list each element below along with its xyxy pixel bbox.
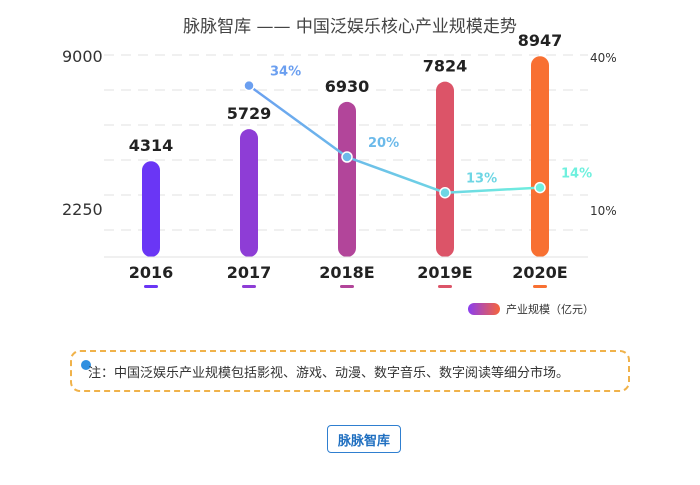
growth-line-layer: 34% 20% 13% 14% — [243, 65, 592, 199]
growth-point — [243, 79, 255, 92]
growth-label: 14% — [561, 167, 592, 182]
note-text: 注：中国泛娱乐产业规模包括影视、游戏、动漫、数字音乐、数字阅读等细分市场。 — [88, 366, 570, 381]
bar-value-label: 7824 — [423, 57, 468, 76]
growth-label: 20% — [368, 136, 399, 151]
x-axis-labels: 2016 2017 2018E 2019E 2020E — [129, 263, 568, 288]
y-right-tick-label: 10% — [590, 204, 617, 218]
y-left-tick-label: 9000 — [62, 47, 103, 66]
x-tick-label: 2018E — [319, 263, 374, 282]
growth-point — [341, 151, 353, 163]
x-tick-label: 2017 — [227, 263, 272, 282]
x-tick-mark — [242, 285, 256, 288]
note-box: 注：中国泛娱乐产业规模包括影视、游戏、动漫、数字音乐、数字阅读等细分市场。 — [70, 350, 630, 392]
bar — [240, 129, 258, 257]
bar-value-label: 8947 — [518, 31, 563, 50]
growth-point — [439, 186, 451, 199]
bar-value-label: 6930 — [325, 77, 370, 96]
bullet-dot-icon — [81, 360, 91, 370]
legend-swatch — [468, 303, 500, 315]
bars: 4314 5729 6930 7824 8947 — [129, 31, 563, 258]
x-tick-label: 2019E — [417, 263, 472, 282]
y-right-tick-label: 40% — [590, 51, 617, 65]
bar-value-label: 5729 — [227, 104, 272, 123]
bar — [531, 56, 549, 258]
y-left-tick-label: 2250 — [62, 200, 103, 219]
growth-label: 34% — [270, 65, 301, 80]
bar-value-label: 4314 — [129, 136, 174, 155]
x-tick-label: 2020E — [512, 263, 567, 282]
x-tick-mark — [340, 285, 354, 288]
bar — [436, 81, 454, 257]
bar — [142, 161, 160, 257]
bar — [338, 101, 356, 257]
x-tick-mark — [533, 285, 547, 288]
chart-title: 脉脉智库 —— 中国泛娱乐核心产业规模走势 — [183, 17, 517, 37]
x-tick-mark — [438, 285, 452, 288]
growth-line — [248, 84, 541, 194]
legend-label: 产业规模（亿元） — [506, 302, 594, 316]
growth-label: 13% — [466, 172, 497, 187]
x-tick-label: 2016 — [129, 263, 174, 282]
brand-badge: 脉脉智库 — [327, 425, 401, 453]
growth-point — [534, 181, 546, 194]
x-tick-mark — [144, 285, 158, 288]
